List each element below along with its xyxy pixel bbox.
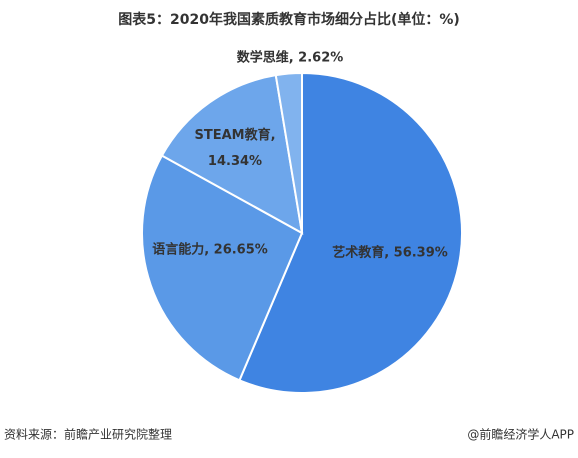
pie: [141, 71, 463, 394]
credit: @前瞻经济学人APP: [467, 427, 574, 442]
source: 资料来源：前瞻产业研究院整理: [4, 427, 172, 442]
pie-slice: [238, 71, 463, 394]
pie-slice: [160, 74, 304, 235]
data-label: 数学思维, 2.62%: [237, 50, 344, 66]
pie-slice: [274, 71, 303, 234]
data-label: 语言能力, 26.65%: [152, 242, 268, 258]
data-label: 艺术教育, 56.39%: [332, 245, 448, 261]
chart-title: 图表5：2020年我国素质教育市场细分占比(单位：%): [118, 11, 460, 28]
data-label: STEAM教育, 14.34%: [194, 127, 275, 169]
labels: 艺术教育, 56.39% 语言能力, 26.65% STEAM教育, 14.34% 数学…: [152, 50, 448, 261]
